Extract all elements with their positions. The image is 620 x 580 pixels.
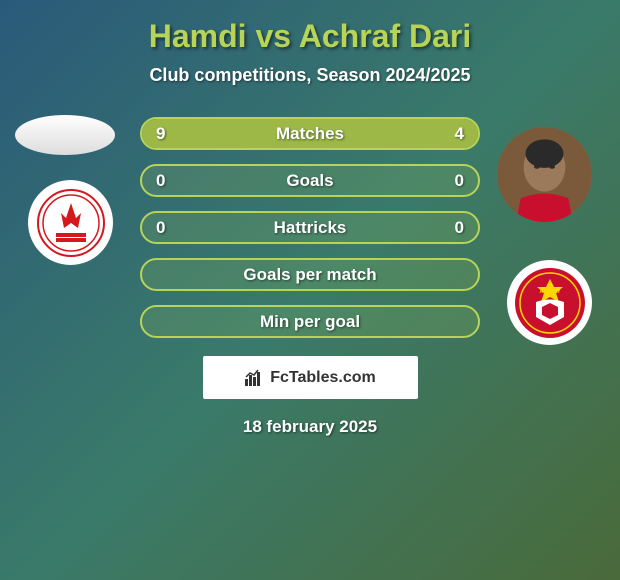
watermark-text: FcTables.com	[270, 369, 376, 387]
chart-icon	[244, 369, 264, 387]
stat-goals-per-match: Goals per match	[140, 258, 480, 291]
stat-label: Min per goal	[142, 312, 478, 332]
svg-text:AL AHLY: AL AHLY	[539, 289, 561, 295]
stat-min-per-goal: Min per goal	[140, 305, 480, 338]
stats-list: 9 Matches 4 0 Goals 0 0 Hattricks 0 Goal…	[140, 117, 480, 338]
club-logo-right: AL AHLY	[507, 260, 592, 345]
stat-value-right: 4	[455, 124, 464, 144]
date-text: 18 february 2025	[243, 417, 377, 437]
stat-goals: 0 Goals 0	[140, 164, 480, 197]
player-avatar-right	[497, 127, 592, 222]
stat-value-right: 0	[455, 218, 464, 238]
stat-hattricks: 0 Hattricks 0	[140, 211, 480, 244]
subtitle: Club competitions, Season 2024/2025	[149, 65, 470, 86]
player-avatar-left	[15, 115, 115, 155]
stat-matches: 9 Matches 4	[140, 117, 480, 150]
stat-label: Hattricks	[142, 218, 478, 238]
stat-label: Goals per match	[142, 265, 478, 285]
watermark: FcTables.com	[203, 356, 418, 399]
club-logo-left	[28, 180, 113, 265]
stat-label: Goals	[142, 171, 478, 191]
stat-value-right: 0	[455, 171, 464, 191]
stat-label: Matches	[142, 124, 478, 144]
page-title: Hamdi vs Achraf Dari	[149, 18, 471, 55]
